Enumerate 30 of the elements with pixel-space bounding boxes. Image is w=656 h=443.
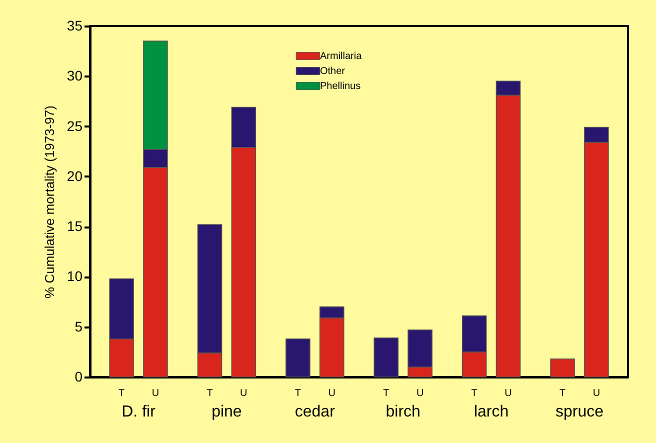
text: birch [386,404,420,420]
x-tick-label: T [294,388,301,399]
x-tick-label: U [592,388,600,399]
x-tick-label: T [118,388,125,399]
y-tick-label: 30 [66,68,83,84]
y-tick-label: 20 [66,168,83,184]
x-tick-label: U [504,388,512,399]
text: pine [212,404,242,420]
x-tick-label: U [240,388,248,399]
y-tick-label: 25 [66,118,83,134]
x-tick-label: T [383,388,390,399]
text: cedar [294,404,336,420]
x-tick-label: U [328,388,336,399]
text: D. fir [122,404,156,420]
x-tick-label: U [416,388,424,399]
legend-label: Phellinus [320,81,361,92]
y-tick-label: 15 [66,218,83,234]
y-tick-label: 0 [74,368,83,384]
y-axis-title: % Cumulative mortality (1973-97) [42,106,57,298]
y-tick-label: 5 [74,318,83,334]
y-tick-label: 35 [66,18,83,34]
legend-label: Armillaria [320,51,362,62]
y-tick-label: 10 [66,268,83,284]
x-tick-label: U [152,388,160,399]
text: larch [474,404,509,420]
legend-label: Other [320,66,346,77]
x-tick-label: T [206,388,213,399]
x-tick-label: T [559,388,566,399]
text: spruce [555,404,604,420]
x-tick-label: T [471,388,478,399]
